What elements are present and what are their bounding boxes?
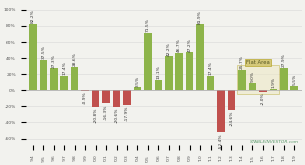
Bar	[165, 56, 173, 90]
Text: Flat Area: Flat Area	[246, 60, 270, 65]
Bar	[92, 90, 99, 107]
Text: 46.7%: 46.7%	[177, 38, 181, 52]
Bar	[81, 90, 89, 91]
Text: 28.6%: 28.6%	[73, 53, 77, 66]
Text: 37.5%: 37.5%	[41, 45, 45, 59]
Text: 71.5%: 71.5%	[146, 18, 150, 32]
Text: 25.7%: 25.7%	[240, 55, 244, 69]
Text: STABLEINVESTOR.com: STABLEINVESTOR.com	[250, 140, 299, 144]
Text: 27.3%: 27.3%	[52, 54, 56, 67]
Bar	[207, 76, 214, 90]
Text: -0.9%: -0.9%	[83, 92, 87, 104]
Bar	[134, 87, 141, 90]
Bar	[270, 89, 277, 90]
Text: -24.6%: -24.6%	[229, 111, 234, 126]
Bar	[249, 83, 256, 90]
Text: -2.0%: -2.0%	[261, 93, 265, 105]
Bar	[113, 90, 120, 107]
Text: 27.9%: 27.9%	[282, 53, 286, 67]
Bar	[71, 67, 78, 90]
Bar	[186, 52, 193, 90]
Bar	[196, 24, 204, 90]
Text: -20.8%: -20.8%	[94, 108, 98, 123]
Bar	[144, 33, 152, 90]
Bar	[50, 68, 58, 90]
Bar	[280, 68, 288, 90]
Bar	[29, 24, 37, 90]
Text: 17.4%: 17.4%	[209, 62, 213, 75]
Text: 17.4%: 17.4%	[62, 62, 66, 75]
Bar	[217, 90, 225, 132]
Text: 47.2%: 47.2%	[188, 38, 192, 51]
Text: 9.0%: 9.0%	[250, 71, 254, 82]
Bar	[175, 53, 183, 90]
Bar	[259, 90, 267, 92]
Bar	[40, 60, 47, 90]
Text: 1.9%: 1.9%	[271, 77, 275, 88]
Text: 3.5%: 3.5%	[135, 76, 139, 87]
Bar	[238, 70, 246, 90]
Text: -17.9%: -17.9%	[125, 105, 129, 121]
Text: 82.2%: 82.2%	[31, 10, 35, 23]
Bar	[123, 90, 131, 105]
FancyBboxPatch shape	[237, 65, 278, 94]
Bar	[102, 90, 110, 103]
Text: 81.9%: 81.9%	[198, 10, 202, 24]
Text: 13.1%: 13.1%	[156, 65, 160, 79]
Bar	[228, 90, 235, 110]
Text: -20.6%: -20.6%	[114, 108, 119, 123]
Text: 42.2%: 42.2%	[167, 42, 171, 56]
Text: -52.4%: -52.4%	[219, 133, 223, 149]
Bar	[60, 76, 68, 90]
Text: -16.3%: -16.3%	[104, 104, 108, 120]
Bar	[290, 86, 298, 90]
Text: 5.5%: 5.5%	[292, 74, 296, 85]
Bar	[155, 80, 162, 90]
